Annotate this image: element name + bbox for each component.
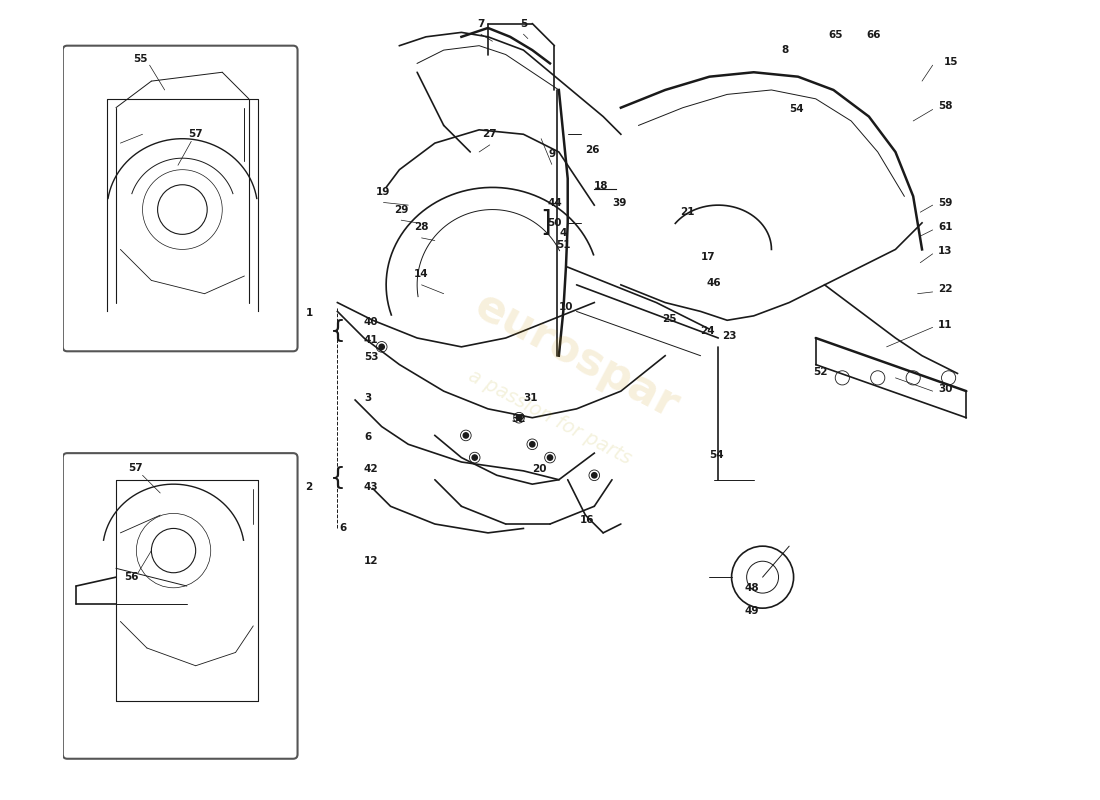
Text: 29: 29: [394, 205, 408, 214]
Text: 66: 66: [866, 30, 881, 40]
Text: 42: 42: [364, 464, 378, 474]
Text: 27: 27: [483, 130, 497, 139]
Text: 13: 13: [938, 246, 953, 256]
Text: 48: 48: [745, 582, 759, 593]
Text: 16: 16: [580, 514, 594, 525]
Text: 24: 24: [701, 326, 715, 336]
Text: 54: 54: [710, 450, 724, 460]
Text: 5: 5: [520, 18, 527, 29]
Text: 31: 31: [524, 394, 538, 403]
Text: 56: 56: [124, 572, 140, 582]
Text: 53: 53: [364, 353, 378, 362]
Text: 6: 6: [364, 432, 371, 442]
Text: 32: 32: [512, 414, 526, 425]
Text: 51: 51: [556, 240, 571, 250]
Circle shape: [516, 415, 521, 420]
Text: 8: 8: [781, 45, 789, 55]
Text: 22: 22: [938, 284, 953, 294]
Text: 15: 15: [944, 57, 959, 66]
Circle shape: [196, 573, 257, 634]
Text: 52: 52: [813, 366, 827, 377]
Circle shape: [191, 130, 253, 192]
Text: 19: 19: [376, 187, 390, 197]
Text: 10: 10: [559, 302, 573, 312]
Text: 18: 18: [594, 181, 608, 190]
Circle shape: [379, 344, 384, 350]
Text: 1: 1: [306, 308, 312, 318]
Text: 2: 2: [306, 482, 312, 492]
Text: 55: 55: [133, 54, 148, 64]
Text: 11: 11: [938, 320, 953, 330]
Text: 57: 57: [128, 463, 143, 474]
Circle shape: [548, 455, 552, 460]
Text: {: {: [330, 319, 345, 343]
Text: 65: 65: [828, 30, 843, 40]
Text: 58: 58: [938, 101, 953, 111]
Text: 4: 4: [560, 229, 566, 238]
Text: 61: 61: [938, 222, 953, 232]
Text: 46: 46: [706, 278, 722, 288]
Text: 49: 49: [745, 606, 759, 616]
Text: 41: 41: [364, 334, 378, 345]
Circle shape: [463, 433, 469, 438]
FancyBboxPatch shape: [63, 46, 297, 351]
Text: 54: 54: [789, 105, 804, 114]
Text: 14: 14: [415, 270, 429, 279]
Text: 12: 12: [364, 556, 378, 566]
Text: 28: 28: [415, 222, 429, 232]
Text: 21: 21: [680, 207, 694, 218]
Text: 26: 26: [585, 146, 600, 155]
Text: eurospar: eurospar: [468, 284, 686, 427]
Text: 40: 40: [364, 317, 378, 327]
Circle shape: [472, 455, 477, 460]
Text: 39: 39: [612, 198, 626, 208]
FancyBboxPatch shape: [63, 453, 297, 758]
Text: 59: 59: [938, 198, 953, 208]
Circle shape: [529, 442, 535, 447]
Text: 3: 3: [364, 394, 371, 403]
Text: 43: 43: [364, 482, 378, 492]
Text: ]: ]: [540, 209, 551, 237]
Text: 6: 6: [339, 523, 346, 534]
Text: {: {: [330, 466, 345, 490]
Text: 30: 30: [938, 384, 953, 394]
Text: 20: 20: [532, 464, 547, 474]
Text: 7: 7: [477, 18, 485, 29]
Text: a passion for parts: a passion for parts: [465, 366, 635, 469]
Text: 23: 23: [722, 331, 736, 342]
Text: 25: 25: [662, 314, 676, 323]
Text: 57: 57: [188, 130, 204, 139]
Text: 50: 50: [547, 218, 562, 228]
Circle shape: [592, 473, 597, 478]
Text: 17: 17: [701, 251, 715, 262]
Text: 44: 44: [547, 198, 562, 208]
Text: 9: 9: [548, 149, 556, 158]
